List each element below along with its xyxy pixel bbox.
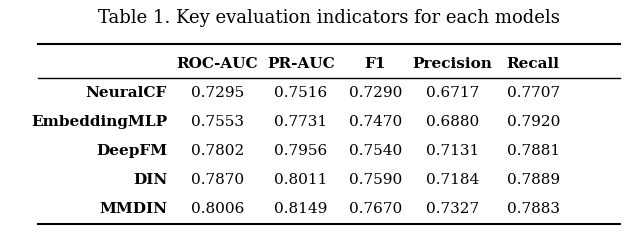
Text: 0.8011: 0.8011 [274, 173, 328, 187]
Text: ROC-AUC: ROC-AUC [177, 57, 258, 71]
Text: 0.7889: 0.7889 [507, 173, 560, 187]
Text: 0.6717: 0.6717 [426, 86, 479, 100]
Text: 0.7470: 0.7470 [349, 115, 402, 129]
Text: 0.7883: 0.7883 [507, 202, 560, 216]
Text: DIN: DIN [133, 173, 167, 187]
Text: 0.7295: 0.7295 [191, 86, 244, 100]
Text: 0.8006: 0.8006 [191, 202, 244, 216]
Text: 0.6880: 0.6880 [426, 115, 479, 129]
Text: 0.7590: 0.7590 [349, 173, 402, 187]
Text: EmbeddingMLP: EmbeddingMLP [31, 115, 167, 129]
Text: 0.7707: 0.7707 [507, 86, 560, 100]
Text: PR-AUC: PR-AUC [267, 57, 335, 71]
Text: 0.7327: 0.7327 [426, 202, 479, 216]
Text: 0.7956: 0.7956 [275, 144, 328, 158]
Text: 0.7670: 0.7670 [349, 202, 402, 216]
Text: 0.7184: 0.7184 [426, 173, 479, 187]
Text: 0.8149: 0.8149 [274, 202, 328, 216]
Text: 0.7290: 0.7290 [349, 86, 402, 100]
Text: MMDIN: MMDIN [99, 202, 167, 216]
Text: 0.7516: 0.7516 [275, 86, 328, 100]
Text: 0.7870: 0.7870 [191, 173, 244, 187]
Text: 0.7553: 0.7553 [191, 115, 244, 129]
Text: Table 1. Key evaluation indicators for each models: Table 1. Key evaluation indicators for e… [98, 8, 560, 27]
Text: Precision: Precision [413, 57, 493, 71]
Text: 0.7881: 0.7881 [507, 144, 560, 158]
Text: F1: F1 [365, 57, 386, 71]
Text: Recall: Recall [507, 57, 560, 71]
Text: DeepFM: DeepFM [96, 144, 167, 158]
Text: 0.7920: 0.7920 [507, 115, 560, 129]
Text: 0.7802: 0.7802 [191, 144, 244, 158]
Text: 0.7731: 0.7731 [275, 115, 328, 129]
Text: 0.7540: 0.7540 [349, 144, 402, 158]
Text: 0.7131: 0.7131 [426, 144, 479, 158]
Text: NeuralCF: NeuralCF [86, 86, 167, 100]
